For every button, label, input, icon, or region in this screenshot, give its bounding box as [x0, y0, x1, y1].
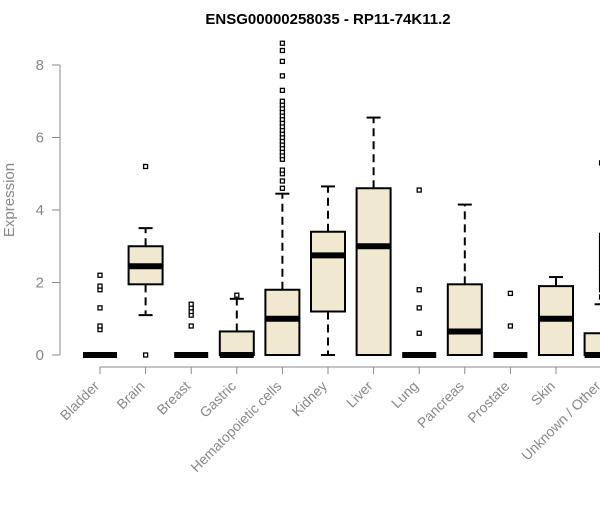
outlier-point: [280, 49, 284, 53]
outlier-point: [417, 188, 421, 192]
box: [448, 284, 482, 355]
x-tick-label: Unknown / Other: [518, 378, 600, 464]
outlier-point: [280, 179, 284, 183]
box: [311, 232, 345, 312]
y-tick-label: 4: [36, 202, 44, 219]
x-tick-label: Lung: [388, 378, 421, 411]
y-tick-label: 2: [36, 275, 44, 292]
box-group-prostate: [493, 291, 527, 355]
outlier-point: [508, 324, 512, 328]
y-tick-label: 0: [36, 347, 44, 364]
y-tick-label: 8: [36, 57, 44, 74]
x-tick-label: Brain: [113, 378, 147, 412]
x-tick-label: Hematopoietic cells: [187, 378, 284, 475]
box-group-lung: [402, 188, 436, 355]
box-group-kidney: [311, 186, 345, 355]
box-group-breast: [174, 302, 208, 355]
outlier-point: [280, 74, 284, 78]
x-tick-label: Gastric: [196, 378, 239, 421]
outlier-point: [144, 165, 148, 169]
x-tick-label: Skin: [528, 378, 559, 409]
outlier-point: [235, 293, 239, 297]
x-tick-label: Bladder: [57, 378, 103, 424]
outlier-point: [417, 306, 421, 310]
box-group-gastric: [220, 293, 254, 355]
box-group-unknown-other: [585, 161, 600, 355]
boxes-layer: [83, 41, 600, 357]
outlier-point: [417, 288, 421, 292]
box-group-skin: [539, 277, 573, 355]
outlier-point: [189, 302, 193, 306]
box: [585, 333, 600, 355]
x-tick-label: Pancreas: [414, 378, 467, 431]
outlier-point: [280, 88, 284, 92]
outlier-point: [280, 59, 284, 63]
outlier-point: [98, 284, 102, 288]
box-group-bladder: [83, 273, 117, 355]
y-axis: 0 2 4 6 8: [36, 57, 60, 364]
x-tick-label: Prostate: [464, 378, 512, 426]
outlier-point: [280, 186, 284, 190]
outlier-point: [98, 324, 102, 328]
y-tick-label: 6: [36, 130, 44, 147]
box: [220, 331, 254, 355]
box: [357, 188, 391, 355]
x-tick-label: Liver: [343, 378, 376, 411]
outlier-point: [417, 331, 421, 335]
outlier-point: [98, 306, 102, 310]
outlier-point: [280, 41, 284, 45]
outlier-point: [508, 291, 512, 295]
box-group-brain: [129, 165, 163, 358]
outlier-point: [144, 353, 148, 357]
box-group-pancreas: [448, 205, 482, 355]
outlier-point: [280, 99, 284, 103]
chart-title: ENSG00000258035 - RP11-74K11.2: [205, 11, 450, 28]
outlier-point: [280, 168, 284, 172]
y-axis-label: Expression: [1, 163, 18, 237]
outlier-point: [98, 273, 102, 277]
box: [265, 290, 299, 355]
box-group-hematopoietic-cells: [265, 41, 299, 355]
x-tick-label: Kidney: [289, 378, 331, 420]
box-group-liver: [357, 118, 391, 355]
outlier-point: [189, 324, 193, 328]
x-tick-label: Breast: [153, 378, 193, 418]
